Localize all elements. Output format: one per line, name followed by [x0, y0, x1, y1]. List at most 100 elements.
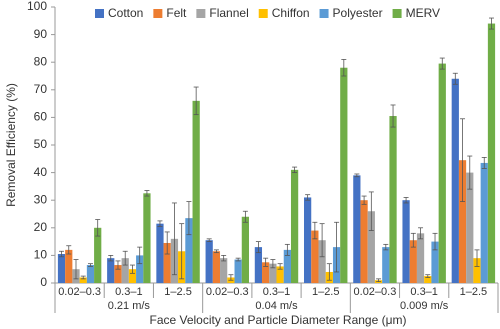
x-tick-label: 1–2.5	[164, 286, 192, 298]
error-bar	[221, 254, 227, 262]
error-bar	[403, 197, 409, 204]
legend-label: MERV	[406, 6, 440, 20]
bar	[304, 197, 312, 283]
error-bar	[171, 202, 177, 276]
error-bar	[87, 263, 93, 267]
bar	[121, 258, 129, 283]
bar	[311, 230, 319, 283]
legend-swatch	[196, 9, 206, 18]
bar	[283, 249, 291, 283]
bar	[220, 258, 228, 283]
legend-swatch	[153, 9, 163, 18]
bar	[156, 223, 164, 283]
bar	[269, 263, 277, 283]
error-bar	[179, 223, 185, 280]
error-bar	[157, 220, 163, 227]
y-tick-label: 90	[34, 27, 48, 41]
x-group-label: 0.04 m/s	[255, 300, 298, 312]
bar	[185, 218, 193, 283]
bar	[163, 242, 171, 283]
error-bar	[467, 155, 473, 190]
bar	[57, 254, 66, 283]
error-bar	[432, 232, 438, 251]
error-bar	[341, 59, 347, 77]
error-bar	[95, 219, 101, 237]
bar	[367, 211, 375, 283]
bar	[192, 100, 200, 283]
bar	[480, 162, 488, 283]
error-bar	[270, 259, 276, 269]
bar	[143, 193, 151, 283]
error-bar	[193, 86, 199, 116]
x-tick-label: 0.3–1	[263, 286, 291, 298]
legend-swatch	[258, 9, 268, 18]
error-bar	[292, 166, 298, 174]
legend-label: Chiffon	[272, 6, 310, 20]
error-bar	[319, 223, 325, 258]
error-bar	[206, 238, 212, 243]
bar	[473, 258, 481, 283]
error-bar	[452, 72, 458, 85]
error-bar	[376, 278, 382, 283]
y-tick-label: 10	[34, 248, 48, 262]
bar	[431, 241, 439, 283]
bar	[262, 262, 270, 283]
error-bar	[425, 274, 431, 278]
error-bar	[312, 221, 318, 240]
legend-label: Felt	[166, 6, 187, 20]
error-bar	[418, 227, 424, 240]
error-bar	[354, 173, 360, 178]
y-tick-label: 20	[34, 220, 48, 234]
error-bar	[59, 250, 65, 258]
x-group-label: 0.21 m/s	[108, 300, 151, 312]
bar	[205, 240, 213, 283]
error-bar	[122, 250, 128, 266]
y-tick-label: 0	[40, 275, 47, 289]
error-bar	[460, 118, 466, 202]
legend-label: Cotton	[108, 6, 143, 20]
error-bar	[164, 231, 170, 255]
y-tick-label: 30	[34, 192, 48, 206]
error-bar	[235, 257, 241, 262]
error-bar	[439, 57, 445, 70]
bar	[254, 247, 263, 283]
bar	[114, 265, 122, 283]
x-tick-label: 0.3–1	[115, 286, 143, 298]
error-bar	[263, 257, 269, 267]
error-bar	[368, 191, 374, 231]
error-bar	[410, 232, 416, 248]
error-bar	[144, 190, 150, 197]
error-bar	[255, 241, 261, 254]
bar	[86, 265, 95, 283]
error-bar	[305, 194, 311, 201]
y-tick-label: 70	[34, 82, 48, 96]
error-bar	[80, 275, 86, 280]
error-bar	[474, 249, 480, 267]
error-bar	[228, 274, 234, 281]
bar	[416, 233, 425, 283]
bar	[487, 23, 496, 284]
bar	[79, 277, 87, 283]
bar	[276, 266, 284, 283]
bar	[402, 200, 410, 283]
y-tick-label: 100	[27, 0, 47, 13]
error-bar	[108, 254, 114, 262]
x-axis-title: Face Velocity and Particle Diameter Rang…	[149, 313, 406, 327]
bar	[318, 240, 326, 283]
bar	[424, 276, 432, 283]
x-tick-label: 0.02–0.3	[354, 286, 397, 298]
error-bar	[73, 259, 79, 280]
y-tick-label: 60	[34, 110, 48, 124]
bar	[438, 63, 446, 283]
x-tick-label: 1–2.5	[312, 286, 340, 298]
error-bar	[383, 243, 389, 251]
legend-swatch	[95, 9, 104, 18]
error-bar	[186, 201, 192, 236]
error-bar	[137, 246, 143, 265]
error-bar	[488, 17, 494, 30]
bar	[128, 269, 137, 283]
bar	[353, 175, 361, 283]
x-group-label: 0.009 m/s	[400, 300, 449, 312]
y-tick-label: 80	[34, 54, 48, 68]
